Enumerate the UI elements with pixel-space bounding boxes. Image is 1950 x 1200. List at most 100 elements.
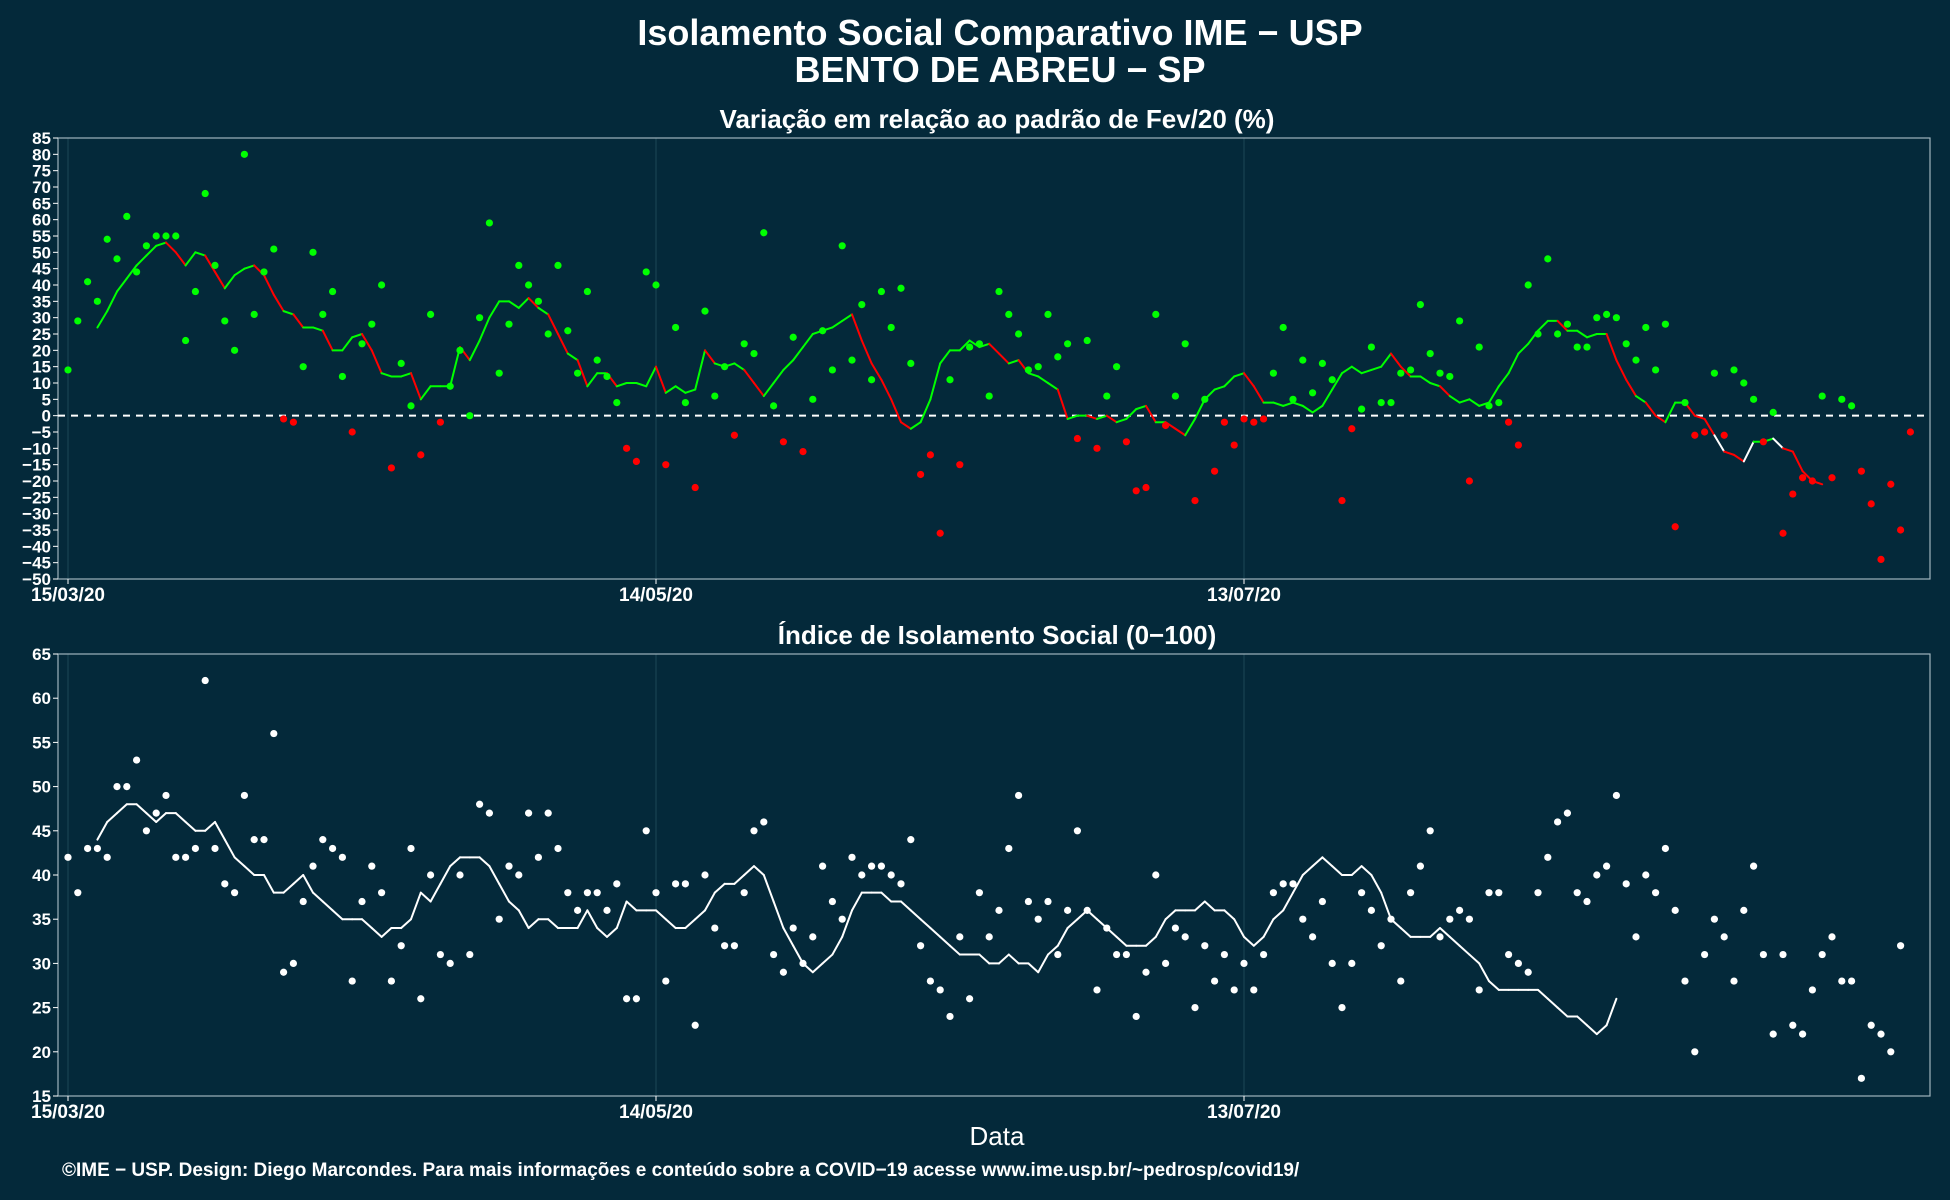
data-point [701, 871, 709, 879]
data-point [495, 915, 503, 923]
moving-average-segment [478, 316, 491, 342]
moving-average-segment [1664, 401, 1677, 424]
data-point [1661, 320, 1669, 328]
data-point [1524, 968, 1532, 976]
data-point [672, 880, 680, 888]
data-point [1073, 434, 1081, 443]
data-point [1681, 977, 1689, 985]
moving-average-segment [1262, 918, 1275, 938]
data-point [554, 261, 562, 269]
data-point [485, 809, 493, 817]
data-point [172, 232, 180, 240]
moving-average-segment [919, 918, 932, 930]
data-point [1407, 889, 1415, 897]
moving-average-segment [1164, 909, 1177, 921]
moving-average-segment [449, 856, 461, 868]
data-point [231, 346, 239, 354]
data-point [378, 889, 386, 897]
data-point [966, 343, 974, 351]
data-point [642, 827, 650, 835]
data-point [1240, 959, 1248, 968]
moving-average-segment [1115, 935, 1128, 947]
moving-average-segment [606, 927, 618, 938]
data-point [211, 261, 219, 269]
data-point [897, 284, 905, 292]
data-point [1034, 363, 1042, 371]
moving-average-segment [694, 349, 706, 391]
moving-average-segment [263, 874, 275, 894]
moving-average-segment [361, 333, 373, 352]
data-point [162, 232, 170, 240]
moving-average-segment [508, 300, 520, 309]
moving-average-segment [1194, 398, 1206, 420]
moving-average-segment [704, 891, 716, 912]
footer-caption: ©IME − USP. Design: Diego Marcondes. Par… [62, 1160, 1300, 1181]
data-point [809, 933, 817, 941]
data-point [564, 327, 572, 335]
moving-average-segment [194, 251, 207, 257]
data-point [221, 880, 229, 888]
data-point [1152, 871, 1160, 879]
moving-average-segment [1517, 342, 1530, 355]
moving-average-segment [400, 372, 412, 378]
moving-average-segment [1791, 450, 1804, 473]
data-point [1162, 959, 1170, 968]
moving-average-segment [1292, 874, 1304, 894]
moving-average-segment [831, 935, 844, 956]
data-point [1358, 889, 1366, 897]
data-point [554, 844, 562, 853]
moving-average-segment [900, 900, 912, 912]
data-point [730, 942, 739, 950]
data-point [1495, 889, 1503, 897]
moving-average-segment [1027, 372, 1040, 378]
data-point [1191, 1004, 1199, 1012]
data-point [1808, 477, 1816, 485]
data-point [338, 853, 346, 861]
data-point [1554, 818, 1562, 826]
moving-average-segment [978, 953, 991, 965]
moving-average-segment [1576, 329, 1588, 339]
data-point [1838, 395, 1846, 403]
moving-average-segment [1605, 333, 1618, 362]
moving-average-segment [302, 874, 314, 894]
data-point [1828, 933, 1836, 941]
moving-average-segment [292, 313, 305, 329]
moving-average-segment [1292, 401, 1304, 407]
moving-average-segment [243, 865, 256, 876]
data-point [1132, 487, 1140, 495]
data-point [456, 871, 464, 879]
data-point [956, 933, 964, 941]
data-point [691, 483, 699, 492]
data-point [358, 897, 366, 906]
data-point [1603, 862, 1611, 870]
data-point [1740, 379, 1748, 387]
data-point [750, 350, 758, 358]
data-point [1799, 474, 1807, 482]
y-tick-label: 5 [42, 390, 51, 409]
data-point [446, 382, 454, 390]
moving-average-segment [1252, 935, 1265, 947]
moving-average-segment [1056, 927, 1069, 947]
moving-average-segment [557, 333, 569, 355]
data-point [1897, 526, 1905, 534]
data-point [770, 950, 778, 959]
data-point [770, 402, 778, 410]
moving-average-segment [841, 313, 853, 322]
moving-average-segment [204, 254, 216, 273]
data-point [858, 301, 866, 309]
data-point [1211, 977, 1219, 985]
data-point [436, 418, 444, 426]
data-point [456, 346, 464, 354]
data-point [750, 827, 758, 835]
data-point [1867, 1021, 1875, 1029]
moving-average-segment [821, 953, 834, 965]
moving-average-segment [586, 372, 599, 388]
data-point [152, 809, 160, 817]
data-point [74, 317, 82, 325]
data-point [1034, 915, 1042, 923]
data-point [858, 871, 866, 879]
data-point [1113, 363, 1121, 371]
data-point [1465, 477, 1473, 485]
